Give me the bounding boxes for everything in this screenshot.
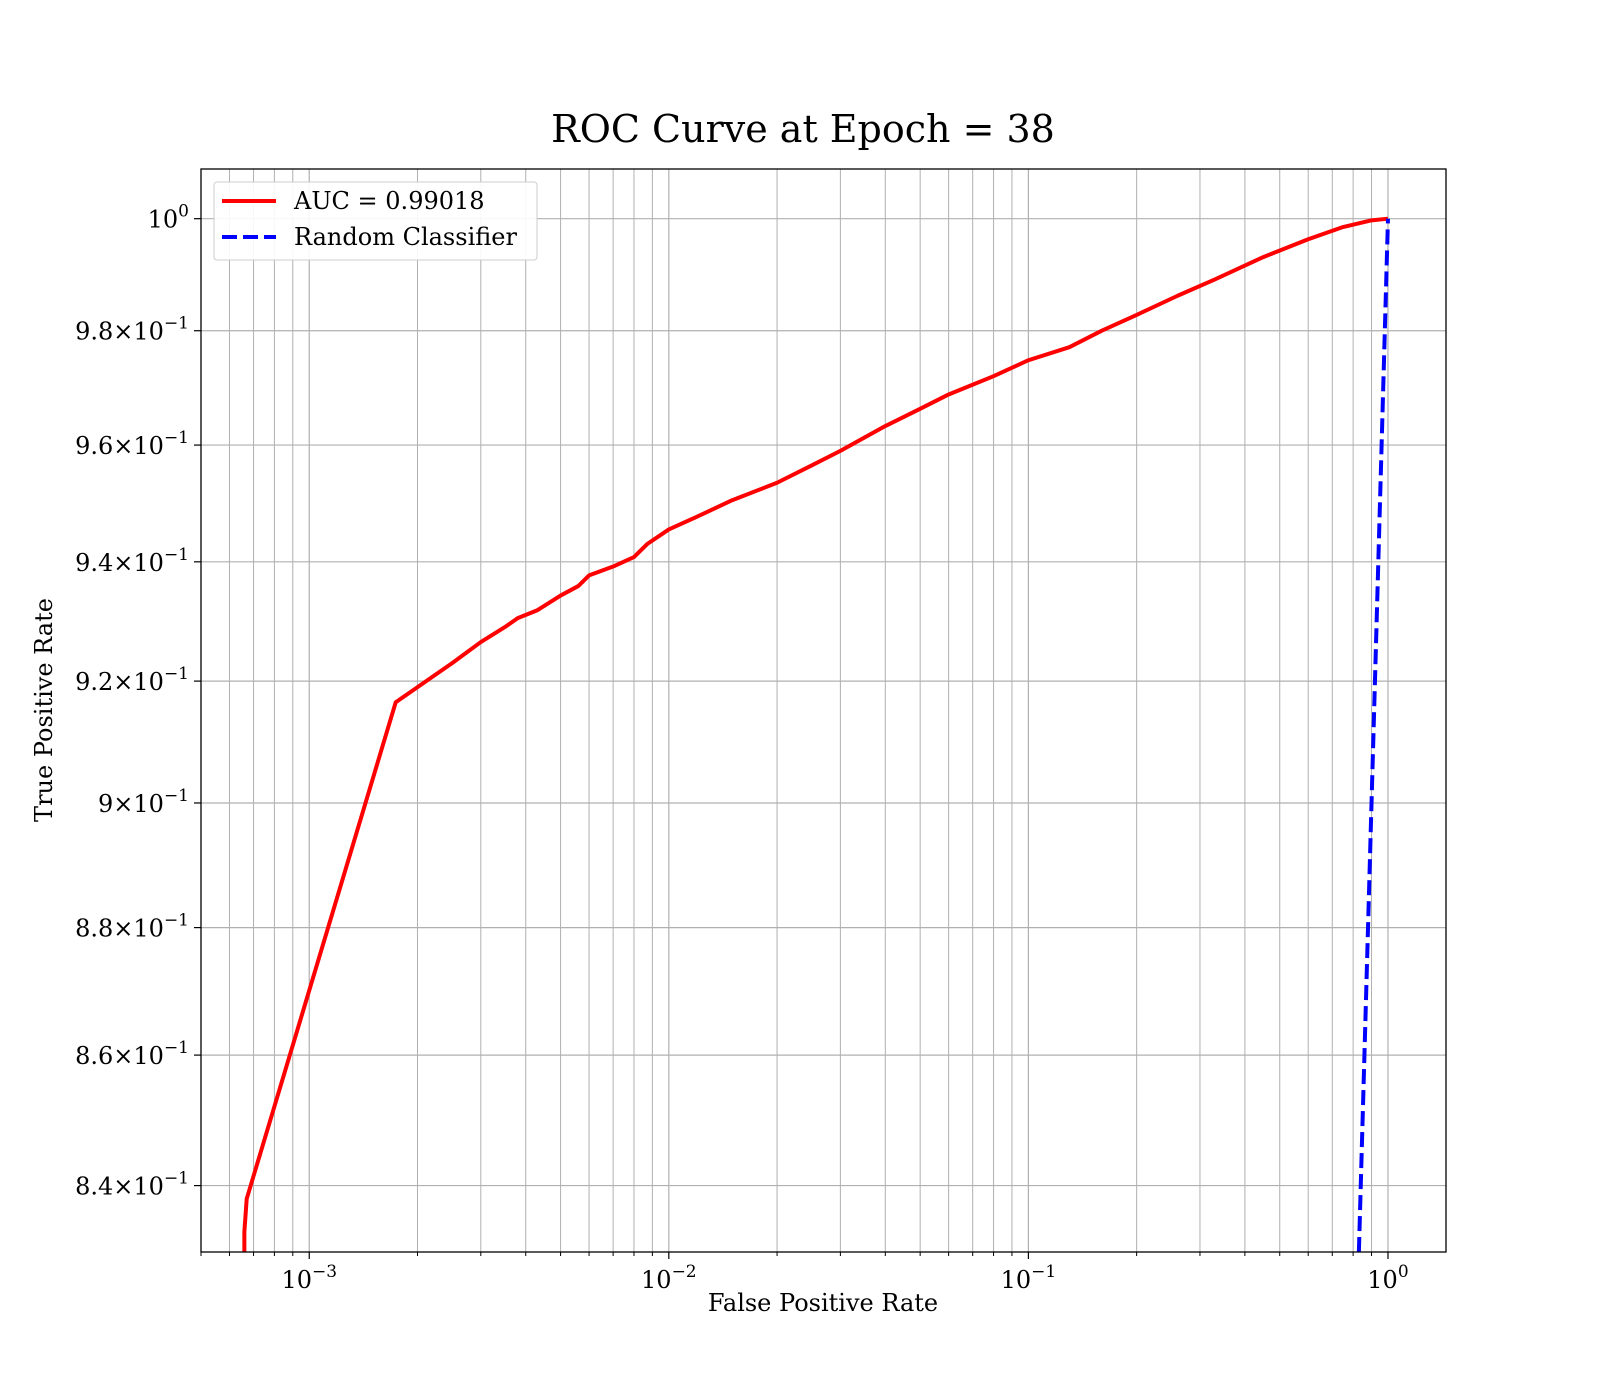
- x-tick-label: 100: [1367, 1262, 1408, 1294]
- x-tick-label: 10−1: [1001, 1262, 1057, 1294]
- legend-label-random: Random Classifier: [294, 223, 517, 251]
- y-tick-label: 100: [148, 202, 189, 234]
- y-tick-label: 9.6×10−1: [75, 428, 189, 460]
- chart-title: ROC Curve at Epoch = 38: [551, 107, 1055, 151]
- grid: [200, 169, 1446, 1252]
- y-tick-label: 9.2×10−1: [75, 664, 189, 696]
- plot-frame: [200, 168, 1447, 1253]
- y-tick-label: 9.4×10−1: [75, 545, 189, 577]
- y-axis-label: True Positive Rate: [30, 598, 58, 822]
- y-tick-label: 8.6×10−1: [75, 1038, 189, 1070]
- y-tick-label: 8.8×10−1: [75, 911, 189, 943]
- series: [242, 216, 1390, 1252]
- y-tick-label: 8.4×10−1: [75, 1169, 189, 1201]
- x-axis-label: False Positive Rate: [708, 1289, 938, 1317]
- x-tick-label: 10−3: [281, 1262, 337, 1294]
- legend: AUC = 0.99018 Random Classifier: [213, 181, 538, 261]
- y-tick-label: 9×10−1: [98, 786, 189, 818]
- y-tick-label: 9.8×10−1: [75, 314, 189, 346]
- random-classifier-line: [1356, 218, 1390, 1252]
- ticks: 10−3 10−2 10−1 100 8.4×10−1 8.6×10−1 8.8×10−1 9…: [75, 202, 1409, 1294]
- legend-label-auc: AUC = 0.99018: [293, 187, 485, 215]
- x-tick-label: 10−2: [641, 1262, 697, 1294]
- legend-box: [213, 181, 538, 261]
- roc-curve-line: [242, 216, 1389, 1252]
